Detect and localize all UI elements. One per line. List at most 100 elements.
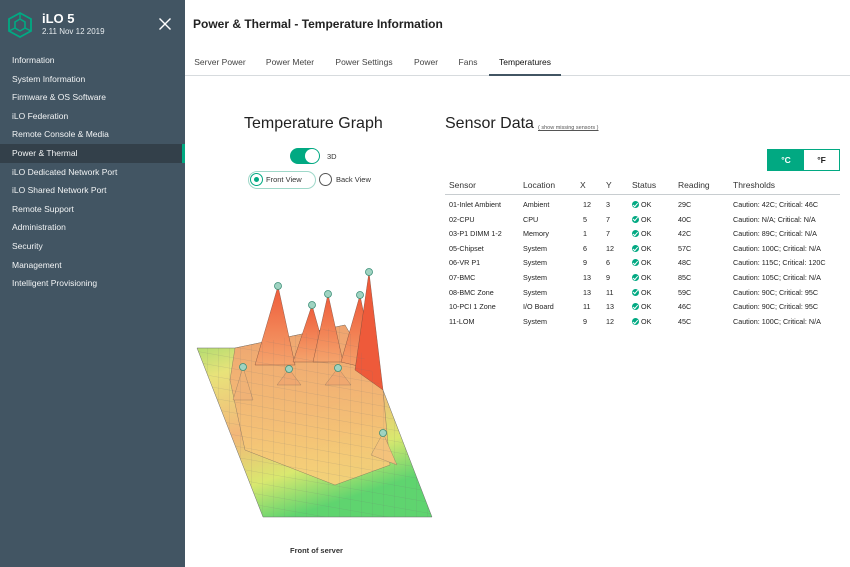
tab-server-power[interactable]: Server Power — [194, 57, 246, 67]
column-header-sensor[interactable]: Sensor — [449, 180, 476, 190]
fahrenheit-button[interactable]: °F — [804, 150, 839, 170]
page-title: Power & Thermal - Temperature Informatio… — [193, 17, 443, 31]
sidebar-nav: Information System Information Firmware … — [0, 51, 185, 293]
sensor-marker-7 — [285, 365, 293, 373]
sidebar-item-ilo-federation[interactable]: iLO Federation — [12, 110, 69, 121]
sidebar-item-firmware-os-software[interactable]: Firmware & OS Software — [12, 92, 106, 103]
sensor-marker-5 — [365, 268, 373, 276]
table-row[interactable]: 10-PCI 1 Zone I/O Board 11 13 OK 46C Caution: … — [445, 299, 840, 314]
sidebar-item-ilo-dedicated-network-port[interactable]: iLO Dedicated Network Port — [12, 166, 118, 177]
cell-location: I/O Board — [523, 302, 554, 312]
cell-sensor: 01-Inlet Ambient — [449, 200, 501, 209]
cell-thresholds: Caution: 105C; Critical: N/A — [733, 272, 821, 282]
temperature-3d-surface[interactable] — [185, 250, 445, 540]
cell-thresholds: Caution: 100C; Critical: N/A — [733, 316, 821, 326]
sidebar-item-management[interactable]: Management — [12, 259, 62, 270]
cell-x: 12 — [583, 200, 591, 209]
cell-y: 3 — [606, 200, 610, 209]
celsius-button[interactable]: °C — [768, 150, 804, 170]
cell-reading: 85C — [678, 272, 692, 282]
tab-power-meter[interactable]: Power Meter — [265, 57, 315, 67]
cell-thresholds: Caution: 89C; Critical: N/A — [733, 229, 817, 239]
column-header-y[interactable]: Y — [606, 180, 612, 190]
tab-temperatures[interactable]: Temperatures — [489, 48, 561, 76]
front-view-label: Front View — [266, 175, 302, 184]
sidebar-item-power-thermal[interactable]: Power & Thermal — [0, 143, 185, 163]
check-circle-icon — [632, 317, 639, 325]
cell-reading: 48C — [678, 258, 692, 268]
tab-bar: Server Power Power Meter Power Settings … — [185, 48, 850, 76]
status-text: OK — [641, 229, 652, 239]
table-row[interactable]: 11-LOM System 9 12 OK 45C Caution: 100C; Criti… — [445, 314, 840, 329]
cell-x: 1 — [583, 229, 587, 239]
close-icon[interactable] — [158, 17, 172, 31]
status-text: OK — [641, 258, 652, 268]
sidebar-item-security[interactable]: Security — [12, 240, 43, 251]
sidebar-item-remote-console-media[interactable]: Remote Console & Media — [12, 129, 109, 140]
cell-y: 7 — [606, 214, 610, 224]
tab-power[interactable]: Power — [413, 57, 439, 67]
cell-location: Ambient — [523, 200, 550, 209]
sensor-data-title: Sensor Data — [445, 115, 534, 132]
table-row[interactable]: 08-BMC Zone System 13 11 OK 59C Caution: 90C; … — [445, 285, 840, 300]
cell-thresholds: Caution: 90C; Critical: 95C — [733, 287, 819, 297]
temperature-unit-toggle: °C °F — [767, 149, 840, 171]
cell-status: OK — [632, 244, 651, 253]
sidebar-item-information[interactable]: Information — [12, 55, 55, 65]
cell-x: 6 — [583, 243, 587, 253]
tab-fans[interactable]: Fans — [458, 57, 478, 67]
table-row[interactable]: 01-Inlet Ambient Ambient 12 3 OK 29C Caution: … — [445, 197, 840, 212]
table-row[interactable]: 02-CPU CPU 5 7 OK 40C Caution: N/A; Critical: … — [445, 212, 840, 227]
status-text: OK — [641, 302, 652, 312]
table-row[interactable]: 07-BMC System 13 9 OK 85C Caution: 105C; Criti… — [445, 270, 840, 285]
cell-location: System — [523, 243, 547, 253]
cell-y: 13 — [606, 302, 614, 312]
cell-reading: 45C — [678, 316, 692, 326]
sidebar-item-intelligent-provisioning[interactable]: Intelligent Provisioning — [12, 278, 98, 289]
cell-status: OK — [632, 302, 651, 311]
sidebar-item-remote-support[interactable]: Remote Support — [12, 203, 74, 214]
brand-header: iLO 5 2.11 Nov 12 2019 — [0, 0, 185, 48]
check-circle-icon — [632, 230, 639, 238]
table-row[interactable]: 05-Chipset System 6 12 OK 57C Caution: 100C; C… — [445, 241, 840, 256]
cell-thresholds: Caution: 115C; Critical: 120C — [733, 258, 826, 268]
column-header-thresholds[interactable]: Thresholds — [733, 180, 776, 190]
3d-toggle[interactable] — [290, 148, 320, 164]
cell-reading: 59C — [678, 287, 692, 297]
column-header-x[interactable]: X — [580, 180, 586, 190]
sidebar-item-administration[interactable]: Administration — [12, 222, 66, 233]
temperature-graph-title: Temperature Graph — [244, 115, 383, 132]
cell-y: 9 — [606, 272, 610, 282]
cell-sensor: 07-BMC — [449, 272, 476, 282]
cell-location: CPU — [523, 214, 539, 224]
cell-sensor: 06-VR P1 — [449, 258, 481, 268]
status-text: OK — [641, 214, 652, 224]
cell-location: System — [523, 287, 547, 297]
cell-thresholds: Caution: N/A; Critical: N/A — [733, 214, 816, 224]
sidebar-item-system-information[interactable]: System Information — [12, 73, 86, 84]
check-circle-icon — [632, 215, 639, 223]
check-circle-icon — [632, 288, 639, 296]
tab-power-settings[interactable]: Power Settings — [335, 57, 393, 67]
cell-status: OK — [632, 258, 651, 267]
table-body: 01-Inlet Ambient Ambient 12 3 OK 29C Caution: … — [445, 197, 840, 328]
sidebar-item-ilo-shared-network-port[interactable]: iLO Shared Network Port — [12, 185, 107, 196]
column-header-status[interactable]: Status — [632, 180, 657, 190]
front-view-radio[interactable] — [250, 173, 263, 186]
sensor-marker-1 — [274, 282, 282, 290]
table-row[interactable]: 06-VR P1 System 9 6 OK 48C Caution: 115C; Crit… — [445, 255, 840, 270]
cell-location: Memory — [523, 229, 549, 239]
back-view-radio[interactable] — [319, 173, 332, 186]
show-missing-sensors-link[interactable]: ( show missing sensors ) — [538, 125, 599, 131]
cell-reading: 42C — [678, 229, 692, 239]
sensor-marker-6 — [239, 363, 247, 371]
cell-y: 12 — [606, 243, 614, 253]
status-text: OK — [641, 316, 652, 326]
back-view-label: Back View — [336, 175, 371, 184]
table-row[interactable]: 03-P1 DIMM 1-2 Memory 1 7 OK 42C Caution: 89C;… — [445, 226, 840, 241]
front-view-option[interactable] — [248, 171, 316, 189]
sensor-marker-9 — [379, 429, 387, 437]
cell-y: 6 — [606, 258, 610, 268]
column-header-location[interactable]: Location — [523, 180, 556, 190]
column-header-reading[interactable]: Reading — [678, 180, 710, 190]
